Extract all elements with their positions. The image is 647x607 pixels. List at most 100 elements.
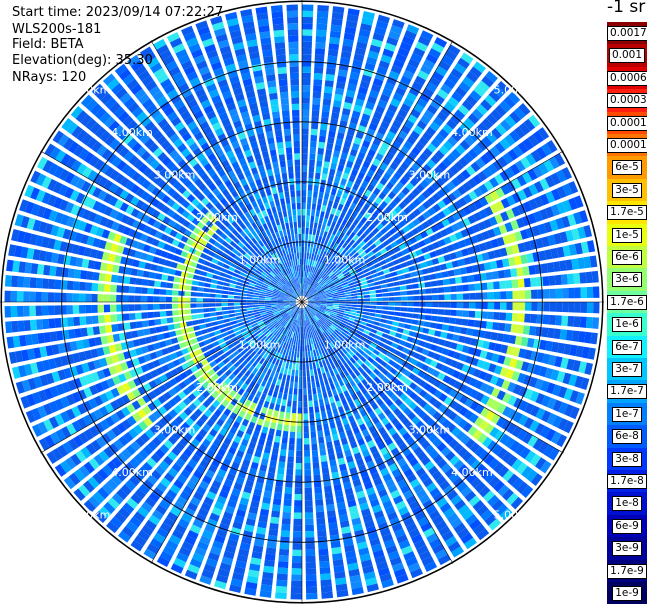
colorbar-tick: 1.7e-8 — [607, 470, 647, 493]
ray — [270, 5, 302, 296]
ray — [306, 102, 531, 299]
ray — [127, 54, 299, 297]
ray — [306, 114, 541, 299]
ray — [307, 181, 579, 300]
ray — [304, 36, 448, 297]
range-ring-label: 1.00km — [239, 339, 281, 352]
ray — [308, 302, 600, 314]
colorbar-tick-label: 3e-5 — [612, 182, 642, 198]
range-ring-label: 4.00km — [111, 126, 153, 139]
ray — [305, 307, 477, 550]
ray — [94, 306, 298, 524]
ray — [83, 306, 298, 513]
colorbar-tick: 1.7e-9 — [607, 559, 647, 582]
ray — [30, 170, 297, 300]
ray — [195, 20, 300, 297]
colorbar-tick-label: 1.7e-7 — [607, 384, 647, 400]
colorbar-tick-label: 0.0006 — [607, 70, 647, 86]
ray — [139, 46, 299, 297]
ray — [14, 214, 297, 301]
ray — [308, 270, 599, 302]
ray — [304, 30, 434, 297]
colorbar-tick-label: 0.001 — [608, 48, 646, 64]
ray — [303, 14, 390, 297]
ray — [46, 305, 297, 465]
ray — [307, 139, 558, 299]
range-ring-label: 4.00km — [451, 466, 493, 479]
ray — [54, 305, 297, 477]
colorbar-tick: 0.0001 — [607, 134, 647, 157]
colorbar-tick: 1.7e-6 — [607, 290, 647, 314]
colorbar-tick-label: 6e-8 — [612, 429, 642, 445]
ray — [52, 130, 297, 299]
ray — [306, 91, 521, 298]
colorbar-tick-label: 0.00017 — [607, 115, 647, 131]
range-ring-label: 2.00km — [366, 211, 408, 224]
ray — [229, 308, 301, 593]
elevation-label: Elevation(deg): 35.30 — [12, 53, 153, 68]
range-ring-label: 3.00km — [409, 169, 451, 182]
colorbar-tick-label: 1.7e-8 — [607, 474, 647, 489]
ray — [275, 308, 302, 600]
ppi-rays — [4, 4, 600, 600]
ray — [11, 229, 296, 301]
ray — [308, 240, 596, 301]
colorbar-tick-label: 1e-6 — [612, 317, 642, 333]
ray — [307, 305, 560, 461]
ray — [302, 8, 360, 296]
ray — [20, 304, 297, 409]
ray — [73, 305, 298, 502]
ray — [102, 73, 299, 298]
colorbar-tick: 3e-7 — [607, 358, 647, 381]
ray — [8, 303, 296, 364]
ray — [114, 63, 299, 298]
ray — [307, 303, 590, 390]
colorbar-tick: 1e-8 — [607, 492, 647, 515]
ray — [290, 308, 302, 600]
range-ring-label: 4.00km — [111, 466, 153, 479]
range-ring-label: 5.00km — [494, 508, 536, 521]
colorbar-tick-label: 0.0017 — [607, 26, 647, 41]
ray — [181, 25, 300, 297]
ray — [307, 305, 552, 474]
colorbar-tick-label: 6e-6 — [612, 250, 642, 265]
ray — [303, 19, 405, 297]
range-ring-label: 1.00km — [324, 339, 366, 352]
range-ring-label: 4.00km — [451, 126, 493, 139]
start-time-label: Start time: 2023/09/14 07:22:27 — [12, 5, 224, 20]
ray — [156, 307, 300, 568]
ray — [25, 304, 297, 423]
ray — [80, 94, 298, 298]
colorbar-tick-label: 0.0001 — [607, 138, 647, 153]
ray — [307, 195, 584, 300]
colorbar-tick-label: 3e-7 — [612, 362, 642, 377]
ray — [303, 307, 394, 589]
ray — [4, 275, 296, 302]
colorbar-tick-label: 6e-7 — [612, 339, 642, 355]
ray — [24, 184, 297, 300]
colorbar-tick-label: 1.7e-5 — [607, 205, 647, 221]
azimuth-spoke — [301, 150, 564, 303]
colorbar-tick-label: 1.7e-6 — [607, 294, 647, 310]
ray — [199, 307, 301, 585]
ray — [307, 304, 574, 434]
ray — [303, 308, 364, 596]
range-ring-label: 5.00km — [69, 508, 111, 521]
colorbar-tick: 0.001 — [607, 44, 647, 67]
ray — [303, 11, 375, 296]
ray — [166, 31, 300, 297]
ray — [214, 307, 301, 590]
ray — [240, 8, 301, 296]
colorbar-tick: 3e-8 — [607, 447, 647, 470]
range-ring-label: 1.00km — [324, 254, 366, 267]
colorbar-tick-label: 1e-7 — [612, 406, 642, 422]
ray — [170, 307, 300, 574]
azimuth-spoke — [150, 301, 303, 564]
ray — [307, 225, 593, 301]
colorbar-tick-label: 1e-5 — [612, 227, 642, 243]
colorbar-tick: 1.7e-5 — [607, 201, 647, 224]
ray — [308, 302, 598, 345]
field-label: Field: BETA — [12, 37, 84, 52]
ray — [38, 304, 297, 451]
